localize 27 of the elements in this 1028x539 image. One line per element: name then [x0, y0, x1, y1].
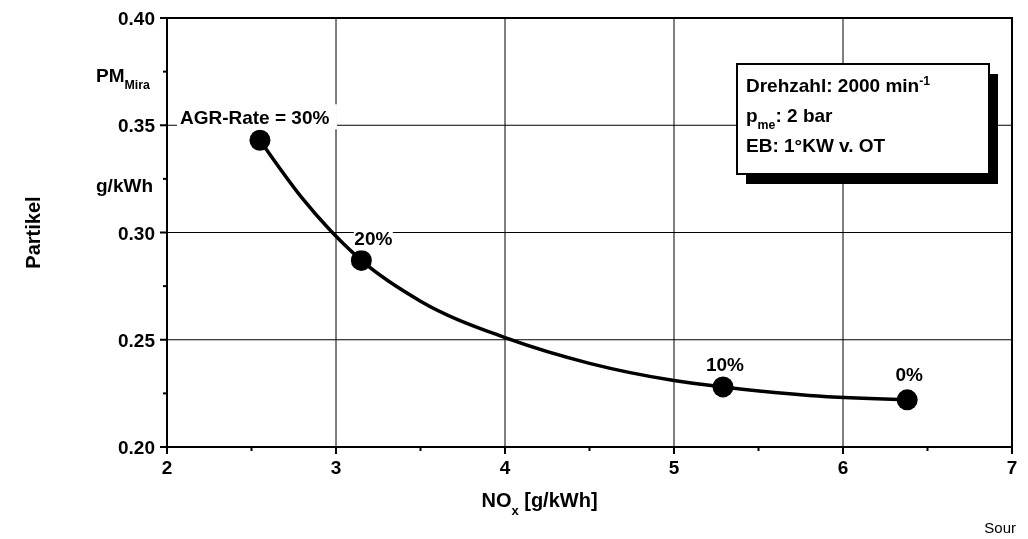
x-tick-label: 7	[1006, 457, 1018, 478]
y-tick-label: 0.25	[118, 329, 156, 351]
x-axis-title: NO$_{x}$ [g/kWh]	[481, 489, 598, 518]
x-tick-label: 3	[330, 457, 342, 478]
point	[896, 389, 918, 411]
point	[350, 249, 372, 271]
y-axis-title: Partikel	[22, 196, 44, 269]
annotation: Drehzahl: 2000 min$^{-1}$	[746, 74, 931, 96]
x-tick-label: 5	[668, 457, 680, 478]
text: PM$_{Mira}$	[96, 65, 151, 92]
point	[712, 376, 734, 398]
annotation: 10%	[705, 353, 745, 375]
annotation: AGR-Rate = 30%	[179, 107, 330, 129]
annotation: 0%	[895, 363, 924, 385]
y-tick-label: 0.40	[118, 8, 155, 29]
annotation: EB: 1°KW v. OT	[746, 135, 886, 156]
annotation: 20%	[354, 228, 393, 250]
text: Sour	[984, 519, 1016, 536]
y-tick-label: 0.35	[118, 115, 156, 137]
x-tick-label: 2	[161, 457, 173, 478]
text: g/kWh	[96, 175, 153, 196]
x-tick-label: 4	[499, 457, 511, 478]
y-tick-label: 0.30	[118, 222, 155, 244]
annotation: p$_{me}$: 2 bar	[746, 105, 834, 132]
y-tick-label: 0.20	[118, 437, 155, 458]
point	[249, 129, 271, 151]
x-tick-label: 6	[837, 457, 849, 478]
